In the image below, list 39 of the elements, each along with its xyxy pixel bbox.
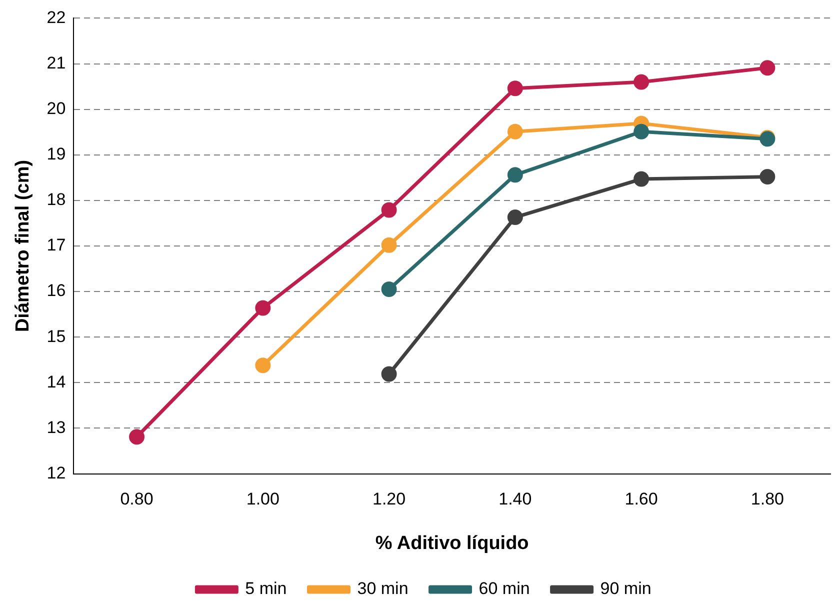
point [760,169,776,184]
point [255,358,271,374]
point [634,171,650,187]
legend-label: 90 min [600,579,652,598]
y-tick-label: 22 [46,8,66,27]
x-tick-label: 0.80 [120,490,154,509]
point [381,202,397,218]
point [507,124,523,140]
x-tick-label: 1.20 [372,490,406,509]
x-tick-label: 1.80 [750,490,784,509]
x-tick-label: 1.40 [498,490,532,509]
x-tick-label: 1.60 [624,490,658,509]
y-tick-label: 13 [46,418,66,437]
point [381,366,397,382]
y-tick-label: 18 [46,190,66,210]
y-axis-title: Diámetro final (cm) [12,160,34,332]
point [760,60,776,76]
legend-label: 5 min [245,579,287,598]
legend-label: 60 min [478,579,530,598]
point [381,237,397,253]
x-axis-title: % Aditivo líquido [375,532,529,554]
point [129,429,145,445]
legend-label: 30 min [357,579,408,598]
y-tick-label: 19 [46,144,66,164]
point [507,167,523,183]
point [634,124,650,140]
point [634,74,650,90]
point [381,282,397,298]
point [507,210,523,226]
y-tick-label: 21 [46,53,66,72]
y-tick-label: 12 [46,463,66,482]
y-tick-label: 20 [46,99,66,118]
y-tick-label: 14 [46,372,66,392]
point [255,300,271,316]
y-tick-label: 16 [46,281,66,300]
y-tick-label: 15 [46,326,66,346]
y-tick-label: 17 [46,236,66,255]
x-tick-label: 1.00 [246,490,280,509]
point [507,80,523,96]
